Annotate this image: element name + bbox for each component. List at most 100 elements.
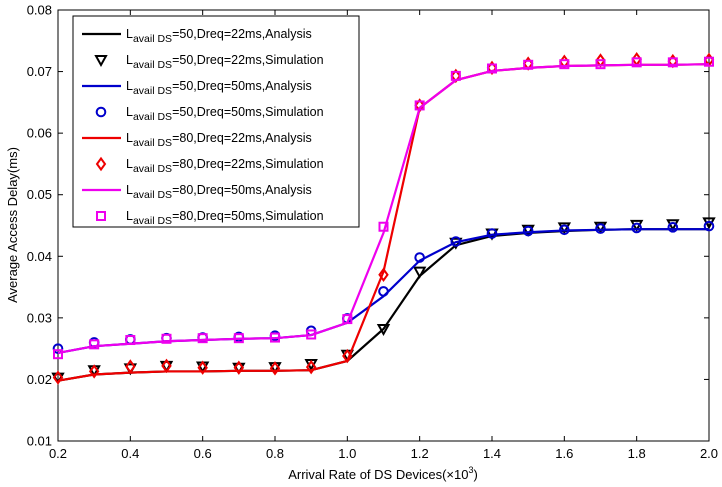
legend-box [72, 15, 360, 228]
legend-label-rest: =50,Dreq=22ms,Simulation [172, 53, 324, 67]
data-point [593, 221, 608, 234]
legend-label-main: L [126, 27, 133, 41]
series-8 [53, 56, 714, 360]
data-point [89, 339, 100, 350]
x-tick-label: 0.6 [194, 446, 212, 461]
legend-label-rest: =80,Dreq=22ms,Simulation [172, 157, 324, 171]
data-point [197, 333, 208, 344]
data-point [414, 100, 425, 111]
legend-swatch-marker [96, 211, 106, 221]
y-tick-label: 0.01 [27, 434, 52, 449]
legend-item-8: Lavail DS=80,Dreq=50ms,Simulation [96, 209, 324, 227]
y-tick-label: 0.03 [27, 310, 52, 325]
legend-item-6: Lavail DS=80,Dreq=22ms,Simulation [95, 156, 324, 175]
data-point [631, 57, 642, 68]
legend-label-subscript: avail DS [133, 59, 172, 71]
x-tick-label: 1.2 [411, 446, 429, 461]
data-point [559, 59, 570, 70]
legend-item-2: Lavail DS=50,Dreq=22ms,Simulation [94, 53, 324, 71]
legend-item-1: Lavail DS=50,Dreq=22ms,Analysis [82, 27, 312, 45]
legend-label-rest: =80,Dreq=50ms,Analysis [172, 183, 312, 197]
y-tick-label: 0.07 [27, 64, 52, 79]
legend-label-rest: =80,Dreq=22ms,Analysis [172, 131, 312, 145]
data-point [631, 222, 642, 234]
x-axis-title-exponent: 3 [468, 465, 473, 475]
legend-label-main: L [126, 131, 133, 145]
data-point [342, 348, 353, 364]
data-point [486, 228, 498, 239]
x-tick-label: 1.0 [338, 446, 356, 461]
y-tick-label: 0.04 [27, 249, 52, 264]
x-axis-title-end: ) [473, 467, 477, 482]
data-point [197, 360, 208, 375]
series-7 [57, 63, 710, 355]
data-point [233, 360, 245, 375]
legend-label-subscript: avail DS [133, 137, 172, 149]
y-tick-label: 0.05 [27, 187, 52, 202]
legend-label-rest: =50,Dreq=50ms,Simulation [172, 105, 324, 119]
data-point [125, 335, 136, 346]
x-axis-title: Arrival Rate of DS Devices(×103) [288, 465, 478, 482]
data-point [305, 359, 317, 375]
x-tick-label: 1.6 [555, 446, 573, 461]
data-point [559, 224, 570, 236]
x-tick-label: 0.8 [266, 446, 284, 461]
data-point [414, 252, 425, 263]
data-point [269, 361, 281, 376]
legend-swatch-marker [94, 55, 108, 68]
legend-label-subscript: avail DS [133, 85, 172, 97]
data-point [667, 57, 678, 68]
data-point [342, 314, 353, 325]
legend-label: Lavail DS=50,Dreq=50ms,Simulation [126, 105, 324, 123]
legend-label-subscript: avail DS [133, 33, 172, 45]
series-layer [51, 52, 716, 385]
legend-label-main: L [126, 183, 133, 197]
data-point [667, 222, 679, 233]
legend-label-subscript: avail DS [133, 111, 172, 123]
data-point [161, 333, 172, 344]
data-point [306, 329, 317, 340]
data-point [412, 266, 427, 279]
legend-label: Lavail DS=80,Dreq=50ms,Analysis [126, 183, 312, 201]
data-point [487, 63, 497, 74]
x-axis-title-main: Arrival Rate of DS Devices(×10 [288, 467, 468, 482]
legend-label-rest: =50,Dreq=22ms,Analysis [172, 27, 312, 41]
y-tick-label: 0.02 [27, 372, 52, 387]
legend-label-main: L [126, 105, 133, 119]
x-tick-label: 2.0 [700, 446, 718, 461]
x-tick-label: 0.2 [49, 446, 67, 461]
data-point [125, 359, 136, 374]
data-point [270, 332, 280, 343]
legend-label-main: L [126, 157, 133, 171]
x-tick-label: 0.4 [121, 446, 139, 461]
data-point [378, 267, 389, 282]
legend-label-main: L [126, 53, 133, 67]
legend-item-5: Lavail DS=80,Dreq=22ms,Analysis [82, 131, 312, 149]
data-point [88, 364, 100, 379]
data-point [161, 358, 172, 374]
legend-label: Lavail DS=80,Dreq=22ms,Simulation [126, 157, 324, 175]
data-point [703, 220, 715, 232]
y-tick-label: 0.08 [27, 3, 52, 18]
legend-label: Lavail DS=50,Dreq=50ms,Analysis [126, 79, 312, 97]
data-point [522, 225, 534, 237]
legend-item-3: Lavail DS=50,Dreq=50ms,Analysis [82, 79, 312, 97]
data-point [557, 222, 572, 235]
y-axis-title: Average Access Delay(ms) [5, 147, 20, 303]
legend-label-rest: =80,Dreq=50ms,Simulation [172, 209, 324, 223]
legend-label-subscript: avail DS [133, 189, 172, 201]
data-point [595, 223, 606, 234]
legend-swatch-marker [95, 156, 107, 172]
data-point [233, 333, 244, 344]
legend-label: Lavail DS=50,Dreq=22ms,Analysis [126, 27, 312, 45]
legend-label: Lavail DS=50,Dreq=22ms,Simulation [126, 53, 324, 71]
legend-label-main: L [126, 209, 133, 223]
x-tick-label: 1.4 [483, 446, 501, 461]
data-point [450, 236, 462, 247]
series-line [57, 63, 710, 355]
legend-item-7: Lavail DS=80,Dreq=50ms,Analysis [82, 183, 312, 201]
legend-item-4: Lavail DS=50,Dreq=50ms,Simulation [95, 105, 324, 123]
data-point [378, 286, 389, 297]
